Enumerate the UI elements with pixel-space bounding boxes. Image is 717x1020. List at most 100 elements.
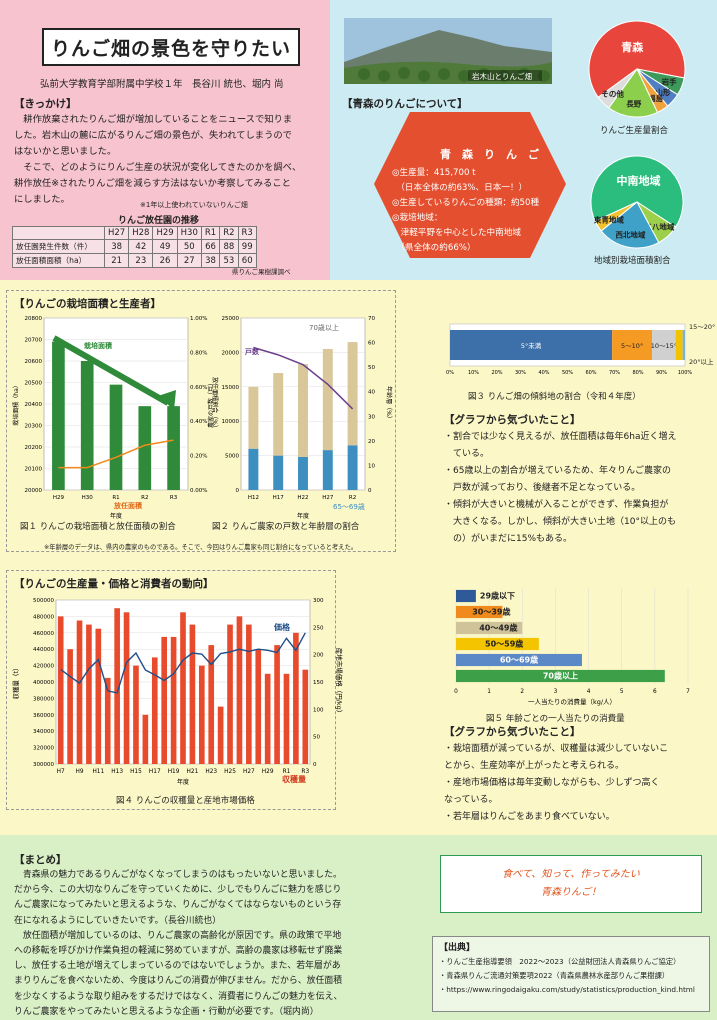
slope-segment: [675, 330, 683, 360]
pie-slice: [608, 68, 659, 118]
harvest-bar: [170, 636, 177, 764]
y2-tick-label: 0.60%: [190, 385, 207, 391]
pie-slice: [594, 201, 638, 232]
notice2-line: とから、生産効率が上がったと考えられる。: [444, 761, 625, 771]
x-tick-label: 80%: [632, 370, 643, 376]
harvest-bar: [67, 649, 73, 764]
age-70-bar: [273, 373, 284, 456]
fig4-chart: 500000 480000 460000 440000 420000 400000 3800…: [11, 598, 344, 786]
apple-fact: ◎生産しているりんごの種類：約50種: [392, 198, 540, 208]
fig2-chart: 25000 20000 15000 10000 5000 0 70 60 50 40 30 20 10 0…: [207, 316, 393, 520]
sources-heading: 【出典】: [439, 943, 476, 953]
matome-line: だから今、この大切なりんごを守っていくために、少しでもりんごに魅力を感じり: [14, 885, 342, 896]
x-tick-label: 20%: [491, 370, 502, 376]
matome-line: まりりんごを食べないため、今度はりんごの消費が伸びません。だから、放任面積: [14, 976, 343, 987]
bar-label: 30～39歳: [472, 607, 510, 617]
consumption-bar: [456, 637, 539, 651]
apple-fact: （日本全体の約63%、日本一！）: [392, 183, 528, 193]
y2-tick-label: 20: [368, 439, 375, 445]
series-label: 放任面積: [113, 501, 143, 510]
x-tick-label: 1: [487, 689, 491, 695]
x-tick-label: 5: [620, 689, 624, 695]
pie-label: 東青地域: [594, 214, 624, 224]
table-cell: 26: [152, 253, 178, 268]
source-item: ・https://www.ringodaigaku.com/study/stat…: [439, 985, 695, 994]
abandon-line: [58, 439, 174, 469]
series-label: 価格: [273, 622, 291, 632]
x-tick-label: H30: [82, 495, 94, 501]
kikkake-line: 耕作放任※されたりんご畑を減らす方法はないか考察してみること: [14, 178, 291, 189]
area-bar: [109, 384, 123, 490]
sources-box: 【出典】 ・りんご生産指導要領 2022～2023（公益財団法人青森県りんご協定…: [432, 936, 710, 1012]
production-section: [6, 570, 336, 810]
harvest-bar: [57, 616, 64, 764]
y-tick-label: 500000: [33, 598, 54, 604]
harvest-bar: [142, 714, 149, 764]
x-tick-label: H29: [262, 769, 274, 775]
iwaki-photo: 岩木山とりんご畑: [344, 18, 552, 84]
fig1-chart: 20800 20700 20600 20500 20400 20300 20200 20100…: [12, 316, 219, 520]
consumption-bar: [456, 605, 503, 619]
notice1-line: ている。: [444, 449, 490, 459]
y2-tick-label: 0.20%: [190, 454, 207, 460]
kikkake-line: した。岩木山の麓に広がるりんご畑の景色が、失われてしまうので: [14, 130, 292, 141]
segment-label: 5°未満: [521, 341, 542, 350]
abandon-table: H27 H28 H29 H30 R1 R2 R3 放任園発生件数（件） 38 4…: [12, 226, 257, 268]
y-tick-label: 25000: [222, 316, 240, 322]
x-tick-label: H7: [57, 769, 65, 775]
x-tick-label: H29: [53, 495, 65, 501]
harvest-bar: [104, 677, 111, 764]
consumption-bar: [456, 621, 523, 635]
x-tick-label: H9: [75, 769, 83, 775]
kikkake-line: はないかと思いました。: [14, 146, 117, 157]
y2-tick-label: 100: [313, 707, 324, 713]
x-tick-label: H27: [243, 769, 255, 775]
y2-tick-label: 150: [313, 680, 324, 686]
table-col-header: H28: [128, 226, 154, 240]
x-tick-label: 60%: [585, 370, 596, 376]
x-tick-label: 4: [587, 689, 591, 695]
x-tick-label: H19: [168, 769, 180, 775]
age-65-bar: [347, 445, 358, 490]
apple-fact: ◎生産量：415,700 t: [392, 168, 476, 178]
age-70-bar: [322, 348, 333, 451]
x-tick-label: H23: [205, 769, 217, 775]
bar-label: 60～69歳: [500, 655, 538, 665]
matome-line: 青森県の魅力であるりんごがなくなってしまうのはもったいないと思いました。: [14, 870, 342, 880]
x-tick-label: 3: [554, 689, 558, 695]
matome-line: し、放任する土地が増えてしまっているのではないでしょうか。また、若年層があ: [14, 961, 341, 972]
y-tick-label: 20300: [25, 424, 43, 430]
y2-tick-label: 10: [368, 463, 375, 469]
y2-tick-label: 250: [313, 625, 324, 631]
slogan-line: 食べて、知って、作ってみたい: [502, 869, 640, 880]
apple-facts: ◎生産量：415,700 t （日本全体の約63%、日本一！） ◎生産しているり…: [392, 166, 539, 256]
fig2-caption: 図２ りんご農家の戸数と年齢層の割合: [212, 522, 360, 532]
x-tick-label: R3: [301, 769, 309, 775]
matome-line: 在になれるようにしていきたいです。（長谷川統也）: [14, 915, 222, 926]
harvest-bar: [302, 669, 309, 764]
harvest-bar: [95, 628, 102, 764]
table-cell: 66: [200, 239, 221, 254]
photo-caption: 岩木山とりんご畑: [472, 71, 532, 81]
pie-label: 福島: [647, 93, 663, 103]
y-tick-label: 300000: [33, 762, 54, 768]
pie-label: 西北地域: [615, 229, 645, 239]
fig4-caption: 図４ りんごの収穫量と産地市場価格: [116, 796, 255, 806]
bar-label: 70歳以上: [543, 671, 578, 681]
x-axis-label: 一人当たりの消費量（kg/人）: [528, 697, 616, 706]
aomori-heading: 【青森のりんごについて】: [342, 98, 468, 110]
x-axis-label: 年度: [297, 512, 309, 520]
y-tick-label: 15000: [222, 385, 240, 391]
apple-box-title: 青 森 り ん ご: [440, 148, 539, 161]
fig5-chart: 0 1 2 3 4 5 6 7 29歳以下 30～39歳 40～49歳 50～59歳 60～69歳 70歳…: [454, 588, 690, 706]
source-item: ・りんご生産指導要領 2022～2023（公益財団法人青森県りんご協定）: [439, 957, 681, 966]
y-tick-label: 20000: [25, 488, 43, 494]
notice1-line: 大きくなる。しかし、傾斜が大きい土地（10°以上のも: [444, 517, 676, 527]
table-cell: 49: [152, 239, 178, 254]
harvest-bar: [161, 636, 168, 764]
pie-label: 三八地域: [644, 221, 674, 231]
fig3-caption: 図３ りんご畑の傾斜地の割合（令和４年度）: [468, 392, 641, 402]
notice1-heading: 【グラフから気づいたこと】: [444, 414, 581, 426]
harvest-bar: [133, 665, 139, 764]
